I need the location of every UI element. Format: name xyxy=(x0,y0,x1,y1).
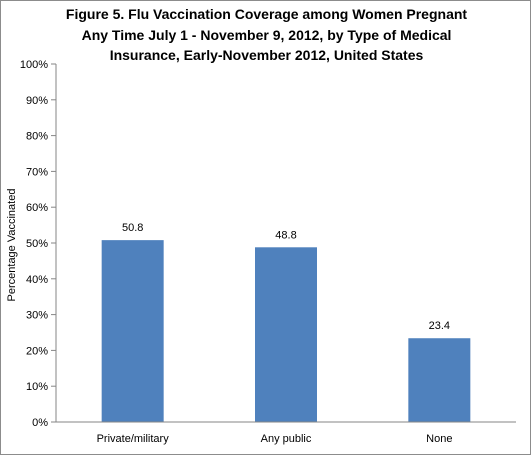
y-tick-label: 30% xyxy=(26,310,48,322)
y-tick-label: 40% xyxy=(26,274,48,286)
data-labels: 50.8 48.8 23.4 xyxy=(122,222,450,332)
x-tick-label: None xyxy=(426,433,452,445)
bars xyxy=(101,240,471,422)
y-tick-label: 50% xyxy=(26,238,48,250)
y-axis-ticks: 0% 10% 20% 30% 40% 50% 60% 70% 80% 90% 100% xyxy=(20,59,56,429)
x-tick-label: Any public xyxy=(261,433,312,445)
y-tick-label: 20% xyxy=(26,345,48,357)
data-label: 48.8 xyxy=(275,229,296,241)
bar-private-military xyxy=(101,240,164,422)
y-tick-label: 0% xyxy=(32,417,48,429)
y-axis-title: Percentage Vaccinated xyxy=(6,189,18,302)
y-tick-label: 10% xyxy=(26,381,48,393)
y-tick-label: 70% xyxy=(26,166,48,178)
x-axis-labels: Private/military Any public None xyxy=(97,433,453,445)
y-tick-label: 90% xyxy=(26,95,48,107)
x-tick-label: Private/military xyxy=(97,433,170,445)
y-tick-label: 60% xyxy=(26,202,48,214)
chart-title-line-1: Figure 5. Flu Vaccination Coverage among… xyxy=(65,6,468,22)
y-tick-label: 100% xyxy=(20,59,48,71)
data-label: 50.8 xyxy=(122,222,143,234)
data-label: 23.4 xyxy=(429,320,450,332)
y-tick-label: 80% xyxy=(26,131,48,143)
bar-any-public xyxy=(255,247,317,422)
chart-title-line-3: Insurance, Early-November 2012, United S… xyxy=(109,47,424,63)
chart-title-line-2: Any Time July 1 - November 9, 2012, by T… xyxy=(81,27,452,43)
bar-none xyxy=(408,338,471,422)
